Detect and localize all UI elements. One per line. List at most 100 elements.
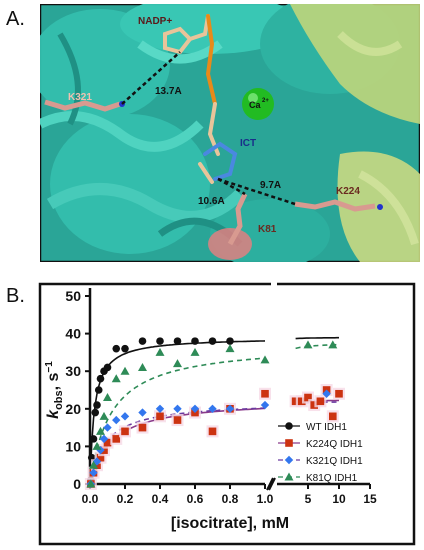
data-point-0 bbox=[89, 435, 98, 443]
data-point-3 bbox=[138, 362, 147, 371]
data-point-0 bbox=[156, 337, 164, 345]
data-point-2 bbox=[208, 404, 217, 413]
data-point-2 bbox=[112, 415, 121, 425]
data-point-3 bbox=[303, 340, 313, 349]
frame-break bbox=[271, 280, 277, 288]
data-point-0 bbox=[96, 374, 105, 383]
x-tick-label: 0.8 bbox=[222, 492, 239, 506]
data-point-3 bbox=[328, 340, 338, 349]
data-point-1 bbox=[121, 427, 129, 436]
axis-break-mark bbox=[266, 477, 274, 491]
data-point-3 bbox=[103, 393, 112, 402]
data-point-2 bbox=[155, 404, 165, 413]
data-point-3 bbox=[96, 426, 105, 435]
y-tick-label: 50 bbox=[65, 288, 81, 304]
data-point-3 bbox=[92, 441, 102, 450]
x-tick-label: 10 bbox=[332, 492, 346, 506]
data-point-0 bbox=[191, 337, 199, 345]
x-tick-label: 0.6 bbox=[187, 492, 204, 506]
data-point-0 bbox=[138, 337, 147, 345]
data-point-1 bbox=[112, 435, 121, 443]
data-point-1 bbox=[291, 397, 300, 406]
x-tick-label: 0.2 bbox=[117, 492, 134, 506]
nadp-label: NADP+ bbox=[138, 16, 172, 27]
legend-item-1: K224Q IDH1 bbox=[306, 439, 363, 450]
data-point-0 bbox=[112, 344, 121, 353]
k81-residue bbox=[227, 192, 248, 246]
data-point-3 bbox=[89, 460, 98, 469]
distance-line-k81 bbox=[217, 177, 246, 196]
data-point-1 bbox=[156, 412, 164, 421]
data-point-1 bbox=[96, 453, 105, 462]
data-point-0 bbox=[91, 408, 100, 417]
data-point-2 bbox=[92, 457, 102, 466]
protein-structure-image: NADP+ K321 13.7A Ca 2+ ICT 9.7A 10.6A K2… bbox=[40, 4, 420, 262]
y-axis-label: kobs, s−1 bbox=[44, 361, 65, 419]
data-point-2 bbox=[322, 389, 331, 398]
data-point-0 bbox=[94, 386, 103, 394]
data-point-2 bbox=[138, 408, 147, 417]
distance-label-3: 10.6A bbox=[198, 196, 225, 207]
distance-label-2: 9.7A bbox=[260, 180, 281, 191]
data-point-0 bbox=[173, 337, 182, 345]
x-tick-label: 15 bbox=[363, 492, 377, 506]
x-tick-label: 1.0 bbox=[257, 492, 274, 506]
data-point-3 bbox=[120, 366, 130, 375]
panel-b-label: B. bbox=[6, 285, 25, 307]
k224-label: K224 bbox=[336, 186, 360, 197]
calcium-charge: 2+ bbox=[262, 98, 269, 104]
data-point-3 bbox=[86, 479, 96, 488]
data-point-3 bbox=[99, 411, 109, 420]
data-point-0 bbox=[93, 401, 101, 409]
data-point-1 bbox=[138, 423, 147, 432]
x-tick-label: 0.4 bbox=[152, 492, 169, 506]
data-point-1 bbox=[310, 401, 318, 409]
legend-marker bbox=[284, 455, 294, 465]
data-point-1 bbox=[335, 389, 343, 398]
k224-residue bbox=[294, 199, 376, 212]
legend-marker bbox=[284, 472, 294, 481]
y-tick-label: 40 bbox=[65, 326, 81, 342]
fit-curve-0-right bbox=[295, 336, 339, 340]
data-point-2 bbox=[103, 423, 112, 432]
data-point-2 bbox=[173, 404, 182, 413]
k81-label: K81 bbox=[258, 224, 277, 235]
y-tick-label: 20 bbox=[65, 401, 81, 417]
y-tick-label: 10 bbox=[65, 438, 81, 454]
legend-item-2: K321Q IDH1 bbox=[306, 456, 363, 467]
ict-ligand bbox=[198, 141, 238, 184]
data-point-3 bbox=[260, 355, 270, 364]
axis-break-mark bbox=[268, 477, 276, 491]
legend-item-3: K81Q IDH1 bbox=[306, 473, 358, 484]
data-point-1 bbox=[329, 412, 337, 421]
data-point-1 bbox=[208, 427, 217, 436]
data-point-1 bbox=[304, 393, 312, 402]
y-tick-label: 0 bbox=[73, 476, 81, 492]
distance-line-k321 bbox=[121, 51, 181, 105]
data-point-2 bbox=[260, 400, 270, 410]
legend-marker bbox=[285, 439, 293, 447]
data-point-3 bbox=[155, 347, 165, 356]
data-point-3 bbox=[111, 374, 121, 383]
x-axis-label: [isocitrate], mM bbox=[171, 515, 289, 532]
data-point-2 bbox=[99, 434, 109, 444]
x-tick-label: 5 bbox=[305, 492, 312, 506]
data-point-1 bbox=[298, 397, 306, 406]
fit-curve-3 bbox=[89, 357, 266, 485]
data-point-1 bbox=[261, 389, 269, 398]
calcium-label: Ca bbox=[249, 100, 261, 110]
data-point-2 bbox=[225, 404, 235, 413]
data-point-1 bbox=[316, 397, 325, 406]
data-point-1 bbox=[103, 438, 112, 447]
data-point-3 bbox=[190, 347, 200, 356]
legend-item-0: WT IDH1 bbox=[306, 422, 347, 433]
kinetics-chart: 0 10 20 30 40 50 0.0 0.2 0.4 0.6 0.8 1.0 5 10 15 [isoci… bbox=[38, 280, 416, 546]
data-point-2 bbox=[120, 412, 130, 421]
data-point-3 bbox=[173, 359, 182, 368]
legend-marker bbox=[285, 422, 293, 430]
data-point-0 bbox=[121, 344, 129, 353]
data-point-1 bbox=[173, 416, 182, 424]
data-point-2 bbox=[190, 404, 200, 413]
data-point-0 bbox=[226, 337, 234, 345]
ict-label: ICT bbox=[240, 138, 256, 149]
